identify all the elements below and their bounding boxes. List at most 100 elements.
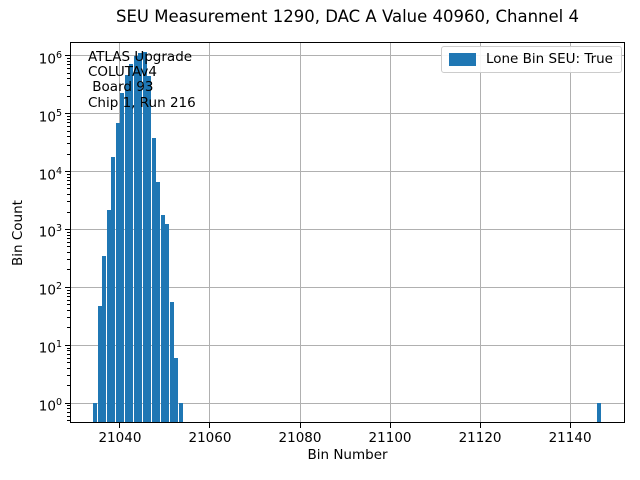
v-gridline bbox=[209, 42, 211, 423]
h-gridline bbox=[70, 286, 625, 288]
y-minor-tick bbox=[67, 194, 70, 196]
h-gridline bbox=[70, 344, 625, 346]
y-minor-tick bbox=[67, 269, 70, 271]
histogram-bar bbox=[165, 223, 170, 422]
y-minor-tick bbox=[67, 350, 70, 352]
y-minor-tick bbox=[67, 85, 70, 87]
y-minor-tick bbox=[67, 173, 70, 175]
histogram-bar bbox=[142, 52, 147, 422]
y-minor-tick bbox=[67, 122, 70, 124]
y-minor-tick bbox=[67, 231, 70, 233]
y-tick-label: 106 bbox=[38, 49, 62, 68]
y-minor-tick bbox=[67, 295, 70, 297]
v-gridline bbox=[389, 42, 391, 423]
y-tick-label: 100 bbox=[38, 397, 62, 415]
x-tick bbox=[389, 423, 391, 428]
y-tick-label: 102 bbox=[38, 281, 62, 299]
x-tick-label: 21080 bbox=[278, 430, 322, 446]
y-minor-tick bbox=[67, 136, 70, 138]
y-axis-label: Bin Count bbox=[10, 200, 26, 266]
y-tick bbox=[65, 113, 70, 115]
histogram-bar bbox=[129, 63, 134, 422]
y-minor-tick bbox=[67, 68, 70, 69]
x-tick bbox=[479, 423, 481, 428]
legend: Lone Bin SEU: True bbox=[440, 46, 622, 73]
y-minor-tick bbox=[67, 118, 70, 120]
lone-bin-bar bbox=[597, 403, 602, 422]
v-gridline bbox=[299, 42, 301, 423]
histogram-bar bbox=[156, 181, 161, 422]
y-tick-label: 104 bbox=[38, 165, 62, 184]
h-gridline bbox=[70, 113, 625, 115]
y-minor-tick bbox=[67, 246, 70, 248]
y-minor-tick bbox=[67, 362, 70, 364]
y-minor-tick bbox=[67, 125, 70, 127]
histogram-bar bbox=[151, 137, 156, 422]
y-minor-tick bbox=[67, 130, 70, 132]
y-minor-tick bbox=[67, 234, 70, 236]
v-gridline bbox=[569, 42, 571, 423]
chart-title: SEU Measurement 1290, DAC A Value 40960,… bbox=[116, 7, 579, 26]
y-minor-tick bbox=[67, 385, 70, 387]
y-tick bbox=[65, 344, 70, 346]
x-axis-label: Bin Number bbox=[307, 447, 388, 463]
v-gridline bbox=[479, 42, 481, 423]
y-tick-label: 103 bbox=[38, 223, 62, 241]
y-minor-tick bbox=[67, 353, 70, 355]
histogram-bar bbox=[97, 306, 102, 422]
histogram-bar bbox=[147, 75, 152, 422]
y-minor-tick bbox=[67, 143, 70, 145]
histogram-bar bbox=[93, 403, 98, 422]
y-minor-tick bbox=[67, 289, 70, 291]
y-minor-tick bbox=[67, 405, 70, 407]
y-minor-tick bbox=[67, 317, 70, 319]
y-minor-tick bbox=[67, 153, 70, 155]
y-minor-tick bbox=[67, 237, 70, 239]
y-tick-label: 101 bbox=[38, 339, 62, 357]
histogram-bar bbox=[111, 156, 116, 422]
y-minor-tick bbox=[67, 420, 70, 422]
histogram-bar bbox=[178, 403, 183, 422]
y-minor-tick bbox=[67, 64, 70, 66]
x-tick bbox=[209, 423, 211, 428]
axes-spines bbox=[70, 42, 625, 423]
h-gridline bbox=[70, 55, 625, 57]
v-gridline bbox=[119, 42, 121, 423]
y-tick bbox=[65, 55, 70, 57]
y-tick bbox=[65, 228, 70, 230]
y-minor-tick bbox=[67, 252, 70, 254]
histogram-bar bbox=[174, 358, 179, 422]
x-tick-label: 21060 bbox=[188, 430, 232, 446]
x-tick bbox=[299, 423, 301, 428]
y-minor-tick bbox=[67, 188, 70, 190]
y-minor-tick bbox=[67, 411, 70, 413]
legend-swatch-icon bbox=[448, 53, 476, 66]
y-minor-tick bbox=[67, 211, 70, 213]
h-gridline bbox=[70, 171, 625, 173]
y-minor-tick bbox=[67, 292, 70, 294]
y-minor-tick bbox=[67, 357, 70, 359]
y-minor-tick bbox=[67, 327, 70, 329]
x-tick-label: 21120 bbox=[458, 430, 502, 446]
y-minor-tick bbox=[67, 201, 70, 203]
y-minor-tick bbox=[67, 375, 70, 377]
y-minor-tick bbox=[67, 347, 70, 349]
y-minor-tick bbox=[67, 60, 70, 62]
histogram-bar bbox=[169, 302, 174, 422]
y-minor-tick bbox=[67, 309, 70, 311]
histogram-bar bbox=[124, 75, 129, 422]
y-minor-tick bbox=[67, 115, 70, 117]
h-gridline bbox=[70, 228, 625, 230]
plot-annotation: ATLAS Upgrade COLUTAv4 Board 93 Chip 1, … bbox=[88, 49, 196, 111]
y-minor-tick bbox=[67, 180, 70, 181]
y-minor-tick bbox=[67, 95, 70, 97]
legend-label: Lone Bin SEU: True bbox=[485, 51, 613, 67]
histogram-bar bbox=[102, 255, 107, 422]
y-tick bbox=[65, 171, 70, 173]
x-tick bbox=[119, 423, 121, 428]
y-minor-tick bbox=[67, 183, 70, 185]
y-minor-tick bbox=[67, 367, 70, 369]
histogram-bar bbox=[160, 214, 165, 422]
histogram-bar bbox=[120, 92, 125, 422]
